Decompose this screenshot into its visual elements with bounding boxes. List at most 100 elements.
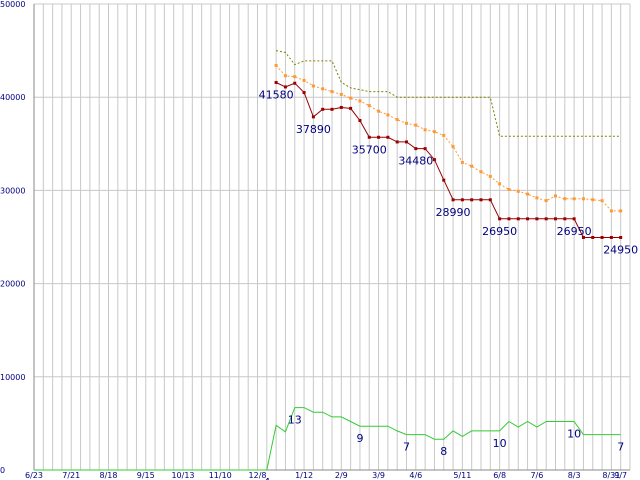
series-point-2 xyxy=(470,164,474,168)
data-label: 24950 xyxy=(603,243,638,256)
x-tick-label: 5/11 xyxy=(453,471,471,480)
series-point-2 xyxy=(507,187,511,191)
series-point-3 xyxy=(619,235,623,239)
series-point-2 xyxy=(554,194,557,198)
data-label: 28990 xyxy=(436,206,471,219)
x-tick-label: 8/3 xyxy=(568,471,581,480)
series-point-2 xyxy=(516,189,520,193)
series-point-3 xyxy=(479,198,483,202)
data-label: 7 xyxy=(617,441,624,454)
series-point-2 xyxy=(600,199,604,203)
data-label: 41580 xyxy=(259,88,294,101)
series-point-2 xyxy=(535,196,539,200)
series-point-3 xyxy=(432,158,436,162)
series-layer xyxy=(34,50,623,471)
series-point-3 xyxy=(330,107,334,111)
series-point-2 xyxy=(423,128,427,132)
series-point-2 xyxy=(488,174,492,178)
series-point-3 xyxy=(405,140,408,144)
series-point-2 xyxy=(432,130,436,134)
data-label: 35700 xyxy=(352,143,387,156)
series-point-3 xyxy=(377,135,381,139)
series-point-3 xyxy=(460,198,464,202)
series-point-3 xyxy=(591,235,595,239)
x-tick-label: 9/7 xyxy=(614,471,627,480)
series-point-3 xyxy=(349,106,353,110)
series-point-3 xyxy=(386,135,390,139)
y-tick-label: 30000 xyxy=(0,186,25,195)
series-point-2 xyxy=(572,197,576,201)
data-label: 26950 xyxy=(557,225,592,238)
series-point-2 xyxy=(377,109,381,113)
series-point-2 xyxy=(386,113,390,117)
series-point-3 xyxy=(274,80,278,84)
series-point-2 xyxy=(591,198,595,202)
series-point-2 xyxy=(358,99,362,103)
series-point-2 xyxy=(442,133,446,137)
series-line-4 xyxy=(34,407,621,471)
series-point-3 xyxy=(507,217,511,221)
x-tick-label: 7/21 xyxy=(62,471,80,480)
series-point-3 xyxy=(498,217,502,221)
y-tick-label: 0 xyxy=(0,466,5,475)
x-tick-label: 3/9 xyxy=(372,471,385,480)
series-point-2 xyxy=(563,197,567,201)
series-line-1 xyxy=(275,50,621,137)
series-point-3 xyxy=(572,217,576,221)
y-tick-label: 40000 xyxy=(0,93,25,102)
data-label: 13 xyxy=(288,414,302,427)
data-label: 9 xyxy=(356,432,363,445)
series-point-2 xyxy=(339,92,343,96)
series-point-3 xyxy=(609,235,613,239)
series-point-2 xyxy=(414,123,418,127)
series-point-2 xyxy=(395,118,399,122)
series-point-2 xyxy=(293,75,297,79)
series-point-3 xyxy=(283,85,287,89)
series-point-2 xyxy=(619,209,623,213)
x-tick-label: 6/23 xyxy=(25,471,43,480)
series-point-3 xyxy=(395,140,399,144)
series-point-3 xyxy=(451,198,455,202)
series-point-3 xyxy=(581,235,585,239)
series-point-3 xyxy=(423,147,427,151)
series-point-3 xyxy=(470,198,474,202)
y-tick-label: 20000 xyxy=(0,280,25,289)
series-point-2 xyxy=(581,197,585,201)
series-point-2 xyxy=(367,104,371,108)
series-point-3 xyxy=(535,217,539,221)
grid xyxy=(33,3,631,471)
series-point-3 xyxy=(442,178,446,182)
series-point-2 xyxy=(330,90,334,94)
series-point-3 xyxy=(544,217,548,221)
series-point-2 xyxy=(405,121,408,125)
x-tick-label: 11/10 xyxy=(209,471,232,480)
series-point-2 xyxy=(544,199,548,203)
x-tick-label: 9/15 xyxy=(137,471,155,480)
series-point-3 xyxy=(321,107,325,111)
series-point-3 xyxy=(554,217,557,221)
x-tick-label: 1/12 xyxy=(295,471,313,480)
data-label: 10 xyxy=(567,428,581,441)
data-label: 37890 xyxy=(296,123,331,136)
data-label: 4 xyxy=(263,476,270,480)
series-point-3 xyxy=(358,119,362,122)
series-point-2 xyxy=(451,145,455,149)
series-point-3 xyxy=(302,91,306,95)
series-point-2 xyxy=(479,170,483,174)
series-point-2 xyxy=(283,74,287,78)
x-tick-label: 10/13 xyxy=(171,471,194,480)
series-point-3 xyxy=(526,217,530,221)
x-tick-label: 12/8 xyxy=(249,471,267,480)
data-label: 7 xyxy=(403,441,410,454)
series-point-3 xyxy=(600,235,604,239)
x-tick-label: 6/8 xyxy=(493,471,506,480)
y-tick-label: 10000 xyxy=(0,373,25,382)
data-label: 8 xyxy=(440,445,447,458)
series-line-2 xyxy=(275,65,621,212)
series-point-3 xyxy=(488,198,492,202)
x-tick-label: 8/18 xyxy=(100,471,118,480)
y-tick-label: 50000 xyxy=(0,0,25,9)
data-label: 26950 xyxy=(482,225,517,238)
